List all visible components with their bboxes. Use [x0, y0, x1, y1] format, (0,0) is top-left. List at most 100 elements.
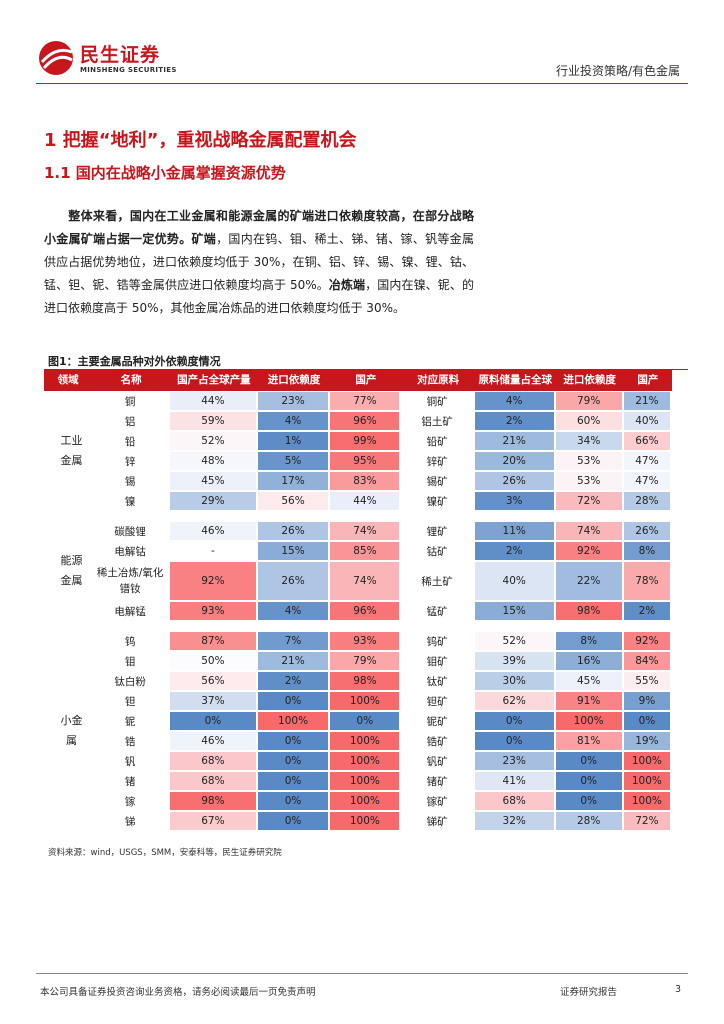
section-heading: 1 把握“地利”，重视战略金属配置机会 — [44, 130, 357, 151]
value-cell: 4% — [474, 392, 554, 410]
value-cell: 21% — [623, 392, 670, 410]
value-cell: 0% — [555, 792, 622, 810]
value-cell: 0% — [257, 752, 329, 770]
value-cell: 23% — [257, 392, 329, 410]
metal-name-cell: 镓 — [124, 795, 136, 808]
value-cell: 17% — [257, 472, 329, 490]
value-cell: 8% — [555, 632, 622, 650]
value-cell: 100% — [257, 712, 329, 730]
value-cell: 72% — [623, 812, 670, 830]
value-cell: 41% — [474, 772, 554, 790]
table-header-cell: 国产 — [355, 374, 377, 386]
figure-source: 资料来源：wind，USGS，SMM，安泰科等，民生证券研究院 — [48, 848, 282, 858]
value-cell: 46% — [170, 732, 256, 750]
value-cell: 0% — [555, 752, 622, 770]
value-cell: 16% — [555, 652, 622, 670]
value-cell: 47% — [623, 472, 670, 490]
metal-name-cell: 钼 — [124, 655, 136, 668]
minsheng-logo-icon — [39, 41, 73, 75]
value-cell: 74% — [330, 562, 400, 600]
paragraph-segment: 整体来看，国内在工业金属和能源金属的矿端进口依赖度较高，在部分战略小金属矿端占据… — [44, 209, 474, 246]
value-cell: 1% — [257, 432, 329, 450]
body-paragraph: 整体来看，国内在工业金属和能源金属的矿端进口依赖度较高，在部分战略小金属矿端占据… — [44, 205, 474, 320]
metal-name-cell: 碳酸锂 — [114, 525, 146, 538]
value-cell: 3% — [474, 492, 554, 510]
value-cell: 26% — [257, 562, 329, 600]
value-cell: 100% — [623, 752, 670, 770]
value-cell: 62% — [474, 692, 554, 710]
metal-name-cell: 钛白粉 — [114, 675, 146, 688]
raw-material-cell: 锗矿 — [426, 775, 448, 788]
value-cell: 15% — [257, 542, 329, 560]
value-cell: 2% — [474, 542, 554, 560]
raw-material-cell: 镓矿 — [426, 795, 448, 808]
table-header-row: 领域 名称 国产占全球产量 进口依赖度 国产 对应原料 原料储量占全球 进口依赖度 国产 — [44, 370, 672, 391]
metal-name-cell: 锡 — [124, 475, 136, 488]
value-cell: 79% — [555, 392, 622, 410]
value-cell: 37% — [170, 692, 256, 710]
footer-divider — [36, 973, 688, 974]
value-cell: 15% — [474, 602, 554, 620]
value-cell: 0% — [257, 792, 329, 810]
paragraph-segment: ，国内在钨、钼、稀土、锑、锗、镓、钒等金属供应占据优势地位，进口依赖度均低于 3… — [44, 232, 474, 292]
page-number: 3 — [675, 984, 682, 995]
value-cell: 45% — [170, 472, 256, 490]
value-cell: 30% — [474, 672, 554, 690]
value-cell: 79% — [330, 652, 400, 670]
figure-title: 图1：主要金属品种对外依赖度情况 — [48, 355, 221, 368]
value-cell: 39% — [474, 652, 554, 670]
value-cell: 32% — [474, 812, 554, 830]
value-cell: 52% — [474, 632, 554, 650]
value-cell: 92% — [623, 632, 670, 650]
value-cell: 98% — [170, 792, 256, 810]
value-cell: 4% — [257, 602, 329, 620]
value-cell: 9% — [623, 692, 670, 710]
value-cell: 19% — [623, 732, 670, 750]
value-cell: 0% — [257, 692, 329, 710]
brand-name-en: MINSHENG SECURITIES — [80, 66, 177, 74]
value-cell: 2% — [623, 602, 670, 620]
value-cell: 53% — [555, 452, 622, 470]
value-cell: 72% — [555, 492, 622, 510]
value-cell: 45% — [555, 672, 622, 690]
value-cell: 26% — [474, 472, 554, 490]
value-cell: 66% — [623, 432, 670, 450]
value-cell: 0% — [555, 772, 622, 790]
value-cell: 56% — [170, 672, 256, 690]
value-cell: 98% — [330, 672, 400, 690]
value-cell: 34% — [555, 432, 622, 450]
raw-material-cell: 钴矿 — [426, 545, 448, 558]
value-cell: 55% — [623, 672, 670, 690]
value-cell: 92% — [555, 542, 622, 560]
value-cell: 100% — [330, 792, 400, 810]
raw-material-cell: 稀土矿 — [421, 575, 453, 588]
value-cell: 0% — [330, 712, 400, 730]
value-cell: 47% — [623, 452, 670, 470]
table-header-cell: 国产占全球产量 — [177, 374, 251, 386]
table-group-label: 小金属 — [60, 714, 83, 747]
value-cell: 26% — [623, 522, 670, 540]
value-cell: 22% — [555, 562, 622, 600]
value-cell: 96% — [330, 602, 400, 620]
value-cell: 96% — [330, 412, 400, 430]
raw-material-cell: 铌矿 — [426, 715, 448, 728]
value-cell: 100% — [330, 752, 400, 770]
raw-material-cell: 铝土矿 — [421, 415, 453, 428]
metal-name-cell: 钒 — [124, 755, 136, 768]
value-cell: 4% — [257, 412, 329, 430]
value-cell: 91% — [555, 692, 622, 710]
brand-name-cn: 民生证券 — [80, 44, 161, 66]
value-cell: 100% — [330, 732, 400, 750]
value-cell: 7% — [257, 632, 329, 650]
table-group-label: 能源金属 — [60, 554, 83, 587]
subsection-heading: 1.1 国内在战略小金属掌握资源优势 — [44, 164, 286, 182]
raw-material-cell: 铜矿 — [426, 395, 448, 408]
value-cell: 60% — [555, 412, 622, 430]
value-cell: 8% — [623, 542, 670, 560]
metal-name-cell: 锌 — [124, 455, 136, 468]
value-cell: 20% — [474, 452, 554, 470]
value-cell: 93% — [330, 632, 400, 650]
value-cell: 40% — [474, 562, 554, 600]
value-cell: 50% — [170, 652, 256, 670]
metal-name-cell: 电解钴 — [114, 545, 146, 558]
